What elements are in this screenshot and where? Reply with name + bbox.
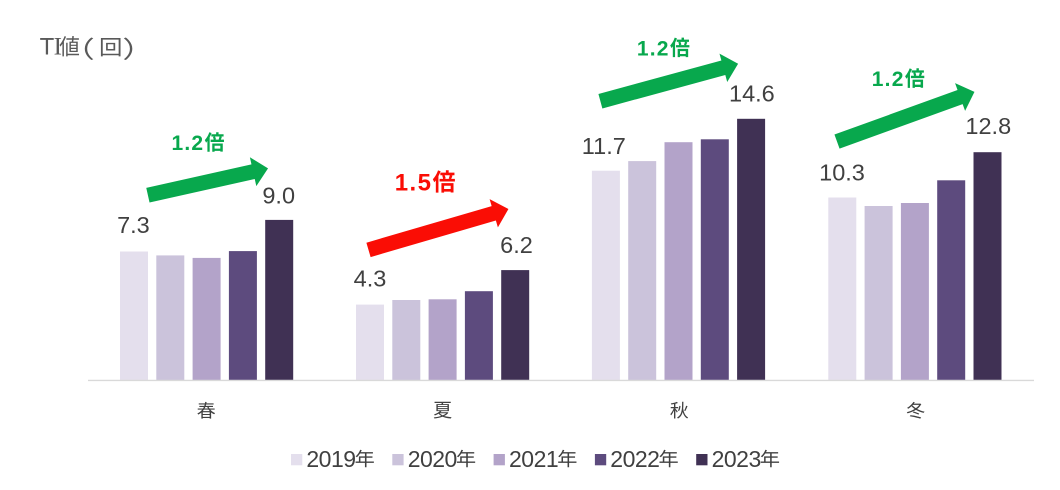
svg-text:10.3: 10.3 [819, 159, 865, 185]
svg-text:1.2: 1.2 [872, 68, 905, 91]
svg-text:1.5: 1.5 [395, 170, 433, 197]
svg-text:12.8: 12.8 [965, 113, 1011, 139]
svg-text:9.0: 9.0 [262, 182, 295, 208]
svg-text:4.3: 4.3 [354, 266, 387, 292]
svg-text:6.2: 6.2 [500, 232, 533, 258]
svg-text:1.2: 1.2 [172, 132, 205, 155]
svg-text:1.2: 1.2 [637, 37, 670, 60]
svg-text:I: I [54, 34, 62, 61]
svg-text:2019: 2019 [306, 446, 355, 472]
svg-text:7.3: 7.3 [117, 212, 150, 238]
svg-text:T: T [40, 34, 55, 61]
svg-text:2023: 2023 [712, 446, 761, 472]
svg-text:14.6: 14.6 [729, 81, 775, 107]
svg-text:11.7: 11.7 [582, 133, 626, 159]
svg-text:2022: 2022 [610, 446, 659, 472]
svg-text:2021: 2021 [509, 446, 558, 472]
svg-text:2020: 2020 [408, 446, 457, 472]
